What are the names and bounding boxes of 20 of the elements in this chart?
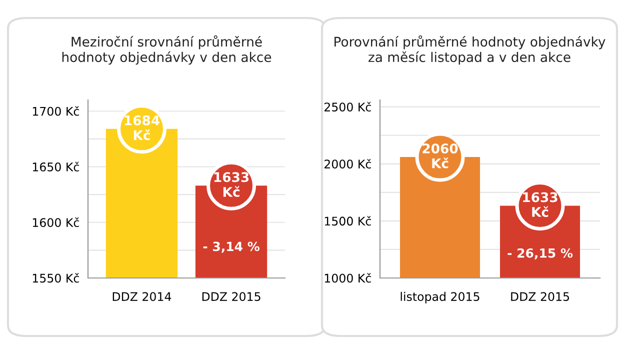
y-tick-label: 1500 Kč [324, 216, 371, 226]
y-tick-label: 1000 Kč [324, 273, 371, 283]
data-label: 1684 Kč [124, 115, 160, 140]
annotation: - 3,14 % [203, 242, 260, 253]
y-tick-label: 1600 Kč [32, 217, 79, 228]
x-tick-label: listopad 2015 [400, 292, 480, 304]
x-tick-label: DDZ 2014 [112, 292, 172, 302]
y-tick-label: 2500 Kč [324, 102, 371, 112]
y-tick-label: 1700 Kč [32, 106, 79, 116]
y-tick-label: 2000 Kč [324, 158, 371, 169]
y-tick-label: 1650 Kč [32, 162, 79, 172]
data-label: 2060 Kč [422, 144, 458, 168]
data-label: 1633 Kč [523, 192, 558, 217]
chart-title: Meziroční srovnání průměrné hodnoty objednávky v den akce [62, 35, 272, 65]
x-tick-label: DDZ 2015 [202, 292, 260, 302]
annotation: - 26,15 % [508, 248, 573, 260]
data-label: 1633 Kč [214, 172, 249, 197]
y-tick-label: 1550 Kč [32, 273, 79, 283]
chart-title: Porovnání průměrné hodnoty objednávky za měsíc listopad a v den akce [334, 35, 606, 65]
x-tick-label: DDZ 2015 [511, 292, 569, 302]
